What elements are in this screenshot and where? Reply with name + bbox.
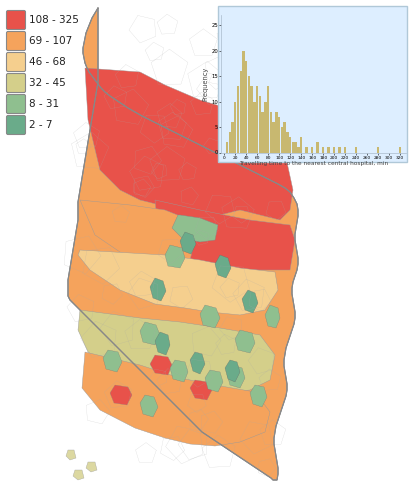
Bar [275,112,277,152]
Polygon shape [82,352,269,446]
Polygon shape [73,470,84,480]
Polygon shape [80,200,195,265]
Polygon shape [204,370,223,392]
FancyBboxPatch shape [7,10,26,29]
Polygon shape [249,385,266,407]
Polygon shape [150,278,166,301]
Polygon shape [199,305,219,328]
Bar [231,122,233,152]
FancyBboxPatch shape [7,94,26,114]
Y-axis label: Frequency: Frequency [202,66,208,101]
Bar [266,86,269,152]
Bar [228,132,230,152]
Bar [242,50,244,152]
Text: 8 - 31: 8 - 31 [29,99,59,109]
Text: 2 - 7: 2 - 7 [29,120,52,130]
Bar [250,86,252,152]
Bar [285,132,288,152]
Bar [376,148,379,152]
Bar [269,112,272,152]
Polygon shape [68,8,297,480]
Polygon shape [154,332,170,355]
Polygon shape [78,250,277,315]
Polygon shape [170,360,188,382]
Polygon shape [226,365,244,388]
Bar [283,122,285,152]
Polygon shape [190,380,211,400]
Bar [247,76,249,152]
Polygon shape [171,215,218,242]
Bar [263,102,266,152]
Bar [236,86,239,152]
Polygon shape [224,360,240,382]
Polygon shape [140,395,158,417]
Polygon shape [180,232,195,254]
Bar [288,137,291,152]
Polygon shape [264,305,279,328]
Text: 32 - 45: 32 - 45 [29,78,66,88]
Bar [233,102,236,152]
Bar [261,112,263,152]
Text: 108 - 325: 108 - 325 [29,15,79,25]
Polygon shape [78,310,274,392]
Bar [253,102,255,152]
Bar [294,142,296,152]
Polygon shape [235,330,254,353]
Bar [277,117,280,152]
Polygon shape [110,385,132,405]
Bar [310,148,313,152]
X-axis label: Travelling time to the nearest central hospital, min: Travelling time to the nearest central h… [238,162,387,166]
Bar [321,148,324,152]
Polygon shape [190,352,204,374]
Polygon shape [150,355,171,375]
Bar [332,148,335,152]
Bar [239,71,241,152]
Bar [338,148,340,152]
Text: 46 - 68: 46 - 68 [29,57,66,67]
FancyBboxPatch shape [7,52,26,72]
Bar [291,142,294,152]
Polygon shape [214,255,230,278]
FancyBboxPatch shape [218,6,406,162]
Bar [258,96,261,152]
Bar [316,142,318,152]
Bar [255,86,258,152]
Bar [299,137,302,152]
FancyBboxPatch shape [7,116,26,134]
Polygon shape [86,462,97,472]
Bar [280,127,282,152]
Text: 69 - 107: 69 - 107 [29,36,72,46]
FancyBboxPatch shape [7,74,26,92]
FancyBboxPatch shape [7,32,26,50]
Bar [297,148,299,152]
Bar [272,122,274,152]
Bar [305,148,307,152]
Bar [225,142,228,152]
Bar [343,148,346,152]
Polygon shape [165,245,185,268]
Polygon shape [242,290,257,313]
Bar [244,61,247,152]
Bar [398,148,401,152]
Polygon shape [140,322,159,345]
Polygon shape [85,68,292,220]
Bar [354,148,356,152]
Polygon shape [154,200,294,270]
Bar [327,148,329,152]
Polygon shape [103,350,122,372]
Polygon shape [66,450,76,460]
